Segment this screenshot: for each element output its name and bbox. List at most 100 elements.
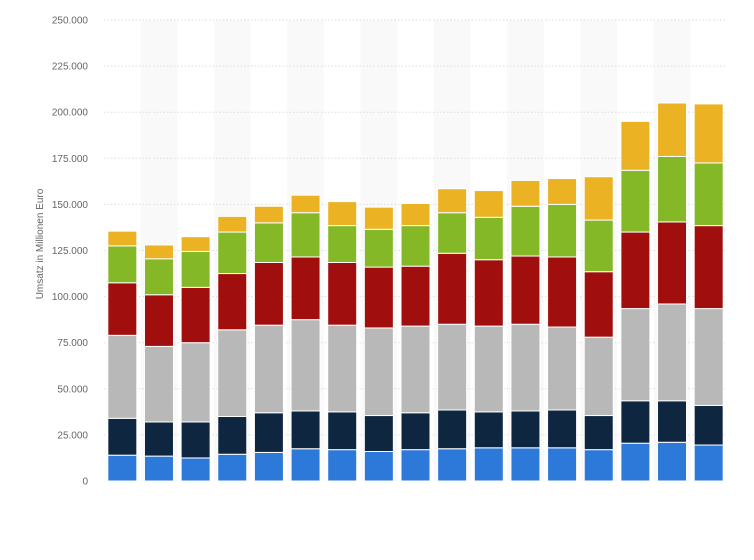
bar-segment [143, 421, 174, 457]
bar-segment [473, 325, 504, 413]
bar-segment [327, 411, 358, 451]
bar-segment [107, 282, 138, 336]
bar-segment [327, 261, 358, 326]
bar-segment [547, 178, 578, 205]
bar-segment [583, 415, 614, 451]
bar-segment [180, 457, 211, 482]
bar-segment [290, 410, 321, 450]
bar-segment [693, 404, 724, 446]
bar-segment [217, 453, 248, 482]
bar-segment [547, 409, 578, 449]
y-tick-label: 25.000 [57, 430, 88, 441]
bar-segment [547, 326, 578, 411]
bar-segment [217, 215, 248, 233]
bar-segment [253, 222, 284, 263]
bar-segment [327, 449, 358, 482]
bar-segment [363, 228, 394, 268]
y-axis-ticks: 0 25.000 50.000 75.000 100.000 125.000 150.000… [52, 16, 89, 488]
bar-segment [657, 155, 688, 223]
bar-segment [473, 190, 504, 218]
bar-segment [547, 447, 578, 482]
bar-segment [107, 230, 138, 247]
bar-segment [657, 303, 688, 402]
bar-segment [437, 448, 468, 482]
bar-segment [363, 327, 394, 417]
bar-segment [180, 342, 211, 423]
bar-segment [657, 102, 688, 157]
bar-segment [510, 323, 541, 412]
bar-segment [620, 231, 651, 310]
bar-segment [400, 265, 431, 327]
y-tick-label: 100.000 [52, 292, 89, 303]
bar-segment [583, 271, 614, 338]
bar-segment [437, 409, 468, 450]
bar-segment [693, 103, 724, 164]
bar-segment [620, 120, 651, 171]
bar-segment [143, 244, 174, 260]
bar-segment [437, 252, 468, 325]
y-tick-label: 250.000 [52, 16, 89, 27]
bar-segment [583, 176, 614, 221]
bar-segment [620, 308, 651, 402]
bar-segment [107, 334, 138, 419]
bar-segment [363, 415, 394, 452]
y-tick-label: 50.000 [57, 384, 88, 395]
bar-segment [583, 336, 614, 417]
bar-segment [107, 454, 138, 482]
bar-segment [363, 266, 394, 329]
bar-segment [620, 169, 651, 233]
bar-segment [693, 308, 724, 406]
bar-segment [143, 455, 174, 482]
bar-segment [473, 216, 504, 261]
bar-segment [290, 448, 321, 482]
bar-segment [143, 294, 174, 347]
bar-segment [583, 449, 614, 482]
bar-segment [400, 449, 431, 482]
bar-segment [253, 261, 284, 326]
y-tick-label: 125.000 [52, 246, 89, 257]
bar-segment [400, 325, 431, 414]
bar-segment [693, 444, 724, 482]
bar-segment [217, 231, 248, 275]
bar-segment [473, 447, 504, 482]
bar-segment [290, 319, 321, 412]
bar-segment [693, 225, 724, 310]
bar-segment [510, 205, 541, 257]
y-tick-label: 225.000 [52, 62, 89, 73]
bar-segment [657, 441, 688, 482]
bar-segment [400, 202, 431, 227]
bar-segment [437, 323, 468, 411]
bar-segment [400, 412, 431, 451]
bar-segment [107, 245, 138, 284]
y-tick-label: 200.000 [52, 108, 89, 119]
bars [107, 102, 724, 482]
bar-segment [363, 206, 394, 230]
bar-segment [620, 442, 651, 482]
y-tick-label: 75.000 [57, 338, 88, 349]
bar-segment [253, 324, 284, 414]
bar-segment [657, 400, 688, 443]
bar-segment [473, 411, 504, 449]
y-tick-label: 150.000 [52, 200, 89, 211]
bar-segment [437, 188, 468, 214]
bar-segment [547, 203, 578, 258]
bar-segment [510, 255, 541, 325]
y-axis-title: Umsatz in Millionen Euro [35, 188, 46, 299]
bar-segment [180, 236, 211, 252]
bar-segment [217, 415, 248, 455]
bar-segment [510, 179, 541, 207]
bar-segment [180, 250, 211, 288]
bar-segment [107, 417, 138, 456]
bar-segment [253, 412, 284, 453]
bar-segment [180, 286, 211, 344]
bar-segment [473, 259, 504, 327]
bar-segment [143, 258, 174, 296]
y-tick-label: 0 [82, 477, 88, 488]
bar-segment [400, 225, 431, 267]
bar-segment [290, 194, 321, 214]
bar-segment [327, 324, 358, 413]
bar-segment [657, 221, 688, 305]
y-tick-label: 175.000 [52, 154, 89, 165]
bar-segment [290, 212, 321, 258]
